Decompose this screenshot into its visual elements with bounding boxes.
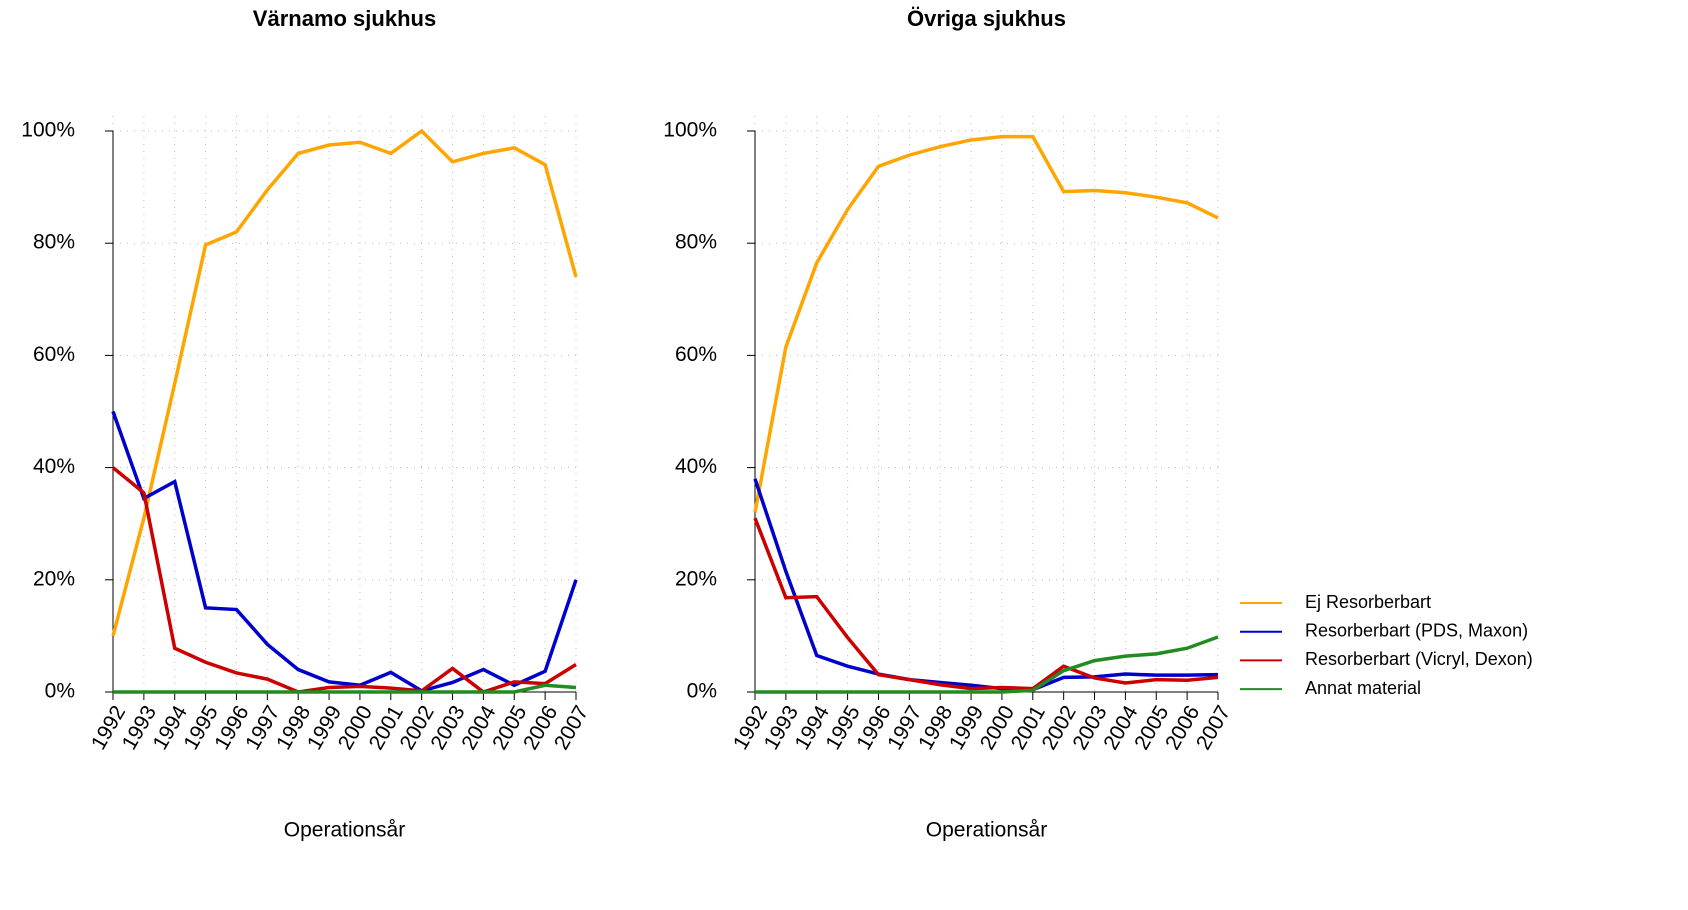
chart-title: Värnamo sjukhus [253, 6, 436, 31]
x-tick-label: 2007 [1192, 702, 1235, 754]
y-tick-label: 100% [21, 119, 75, 142]
x-axis-label: Operationsår [926, 819, 1047, 842]
data-line [111, 466, 577, 694]
y-tick-label: 0% [687, 680, 717, 703]
y-tick-label: 20% [675, 567, 717, 590]
y-tick-label: 60% [675, 343, 717, 366]
y-tick-label: 0% [45, 680, 75, 703]
y-tick-label: 80% [675, 231, 717, 254]
data-line [111, 410, 578, 693]
y-tick-label: 40% [675, 455, 717, 478]
x-axis-label: Operationsår [284, 819, 405, 842]
y-tick-label: 20% [33, 567, 75, 590]
y-tick-label: 100% [663, 119, 717, 142]
y-tick-label: 80% [33, 231, 75, 254]
chart-title: Övriga sjukhus [907, 6, 1066, 31]
legend-label: Ej Resorberbart [1305, 592, 1431, 612]
data-line [753, 134, 1219, 513]
data-line [753, 478, 1219, 692]
y-tick-label: 40% [33, 455, 75, 478]
x-tick-label: 2007 [550, 702, 593, 754]
data-line [113, 683, 577, 694]
legend-label: Annat material [1305, 678, 1421, 698]
legend-label: Resorberbart (Vicryl, Dexon) [1305, 649, 1533, 669]
y-tick-label: 60% [33, 343, 75, 366]
data-line [753, 517, 1219, 691]
data-line [755, 635, 1219, 694]
legend-label: Resorberbart (PDS, Maxon) [1305, 620, 1528, 640]
data-line [111, 128, 578, 637]
